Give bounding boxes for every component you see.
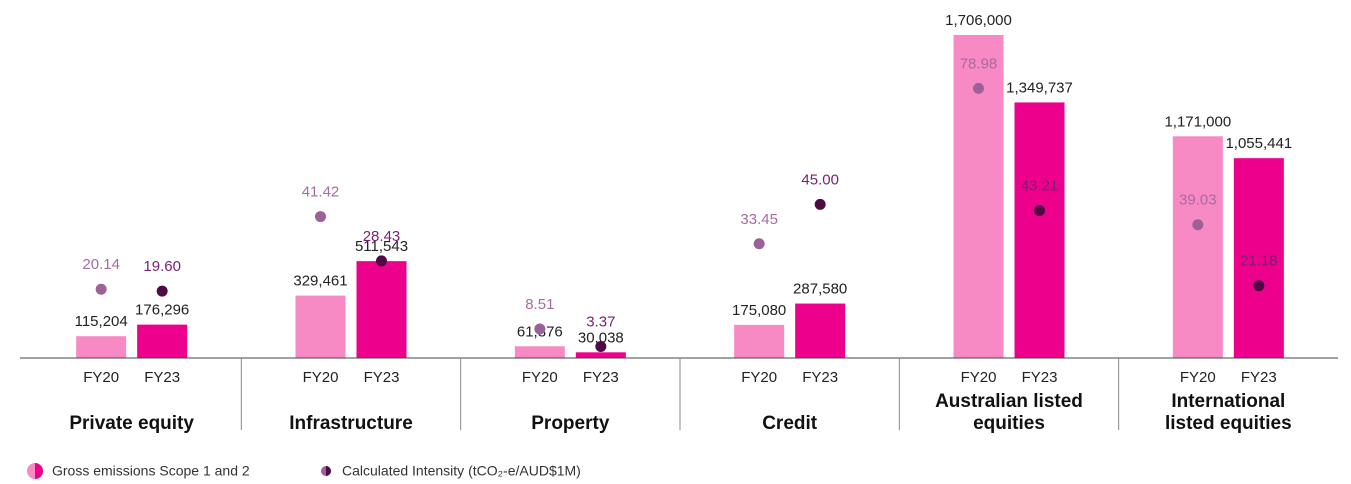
intensity-label: 20.14 [82, 256, 120, 273]
bar [734, 324, 785, 358]
intensity-label: 19.60 [143, 258, 181, 275]
bar [76, 336, 127, 358]
intensity-dot [315, 211, 326, 223]
period-label: FY20 [83, 369, 119, 386]
legend-label: Gross emissions Scope 1 and 2 [52, 463, 250, 479]
bar-value-label: 1,349,737 [1006, 79, 1073, 96]
bar [1172, 136, 1223, 358]
category-label: Private equity [69, 413, 194, 434]
intensity-dot [973, 82, 984, 94]
bar-value-label: 1,171,000 [1164, 113, 1231, 130]
period-label: FY23 [364, 369, 400, 386]
category-label: Property [531, 413, 610, 434]
intensity-dot [1192, 219, 1204, 231]
period-label: FY23 [802, 369, 838, 386]
period-label: FY23 [583, 369, 619, 386]
legend-icon [35, 463, 43, 479]
intensity-label: 78.98 [960, 55, 998, 72]
bar [137, 324, 188, 358]
period-label: FY23 [1241, 369, 1277, 386]
intensity-dot [753, 238, 765, 250]
legend: Gross emissions Scope 1 and 2 Calculated… [27, 463, 581, 479]
period-label: FY23 [144, 369, 180, 386]
bar-value-label: 329,461 [293, 273, 347, 290]
period-label: FY20 [1180, 369, 1216, 386]
intensity-dot [156, 285, 168, 297]
bar [1233, 158, 1284, 358]
intensity-dot [95, 283, 107, 295]
intensity-dot [595, 340, 607, 352]
period-label: FY20 [961, 369, 997, 386]
bar [575, 352, 626, 358]
intensity-label: 39.03 [1179, 192, 1217, 209]
bar [295, 295, 346, 358]
bar-value-label: 175,080 [732, 302, 786, 319]
intensity-dot [1253, 280, 1265, 292]
intensity-label: 45.00 [801, 171, 839, 188]
category-label: Credit [762, 413, 818, 434]
bar [1014, 102, 1065, 358]
bar [795, 303, 846, 358]
intensity-label: 33.45 [740, 211, 778, 228]
legend-label: Calculated Intensity (tCO₂-e/AUD$1M) [342, 463, 581, 479]
bar-value-label: 511,543 [355, 238, 408, 255]
bar [356, 261, 407, 358]
legend-icon [326, 466, 331, 476]
bar-value-label: 115,204 [75, 313, 128, 330]
bar [514, 346, 565, 358]
intensity-label: 41.42 [302, 184, 340, 201]
intensity-label: 8.51 [525, 296, 554, 313]
bar-value-label: 30,038 [578, 329, 624, 346]
bar-value-label: 287,580 [793, 281, 847, 298]
intensity-label: 21.18 [1240, 253, 1278, 270]
intensity-label: 43.21 [1021, 177, 1059, 194]
period-label: FY20 [741, 369, 777, 386]
category-label: Australian listed equities [935, 391, 1083, 434]
bar-value-label: 1,706,000 [945, 12, 1012, 29]
bar-value-label: 176,296 [135, 302, 189, 319]
intensity-dot [534, 323, 546, 335]
intensity-dot [376, 255, 387, 267]
period-label: FY20 [522, 369, 558, 386]
intensity-dot [1034, 204, 1045, 216]
bar-value-label: 1,055,441 [1225, 135, 1292, 152]
intensity-label: 3.37 [586, 313, 615, 330]
intensity-dot [814, 198, 826, 210]
intensity-label: 28.43 [363, 228, 401, 245]
category-label: International listed equities [1164, 391, 1292, 434]
period-label: FY20 [303, 369, 339, 386]
category-label: Infrastructure [289, 413, 413, 434]
period-label: FY23 [1022, 369, 1058, 386]
